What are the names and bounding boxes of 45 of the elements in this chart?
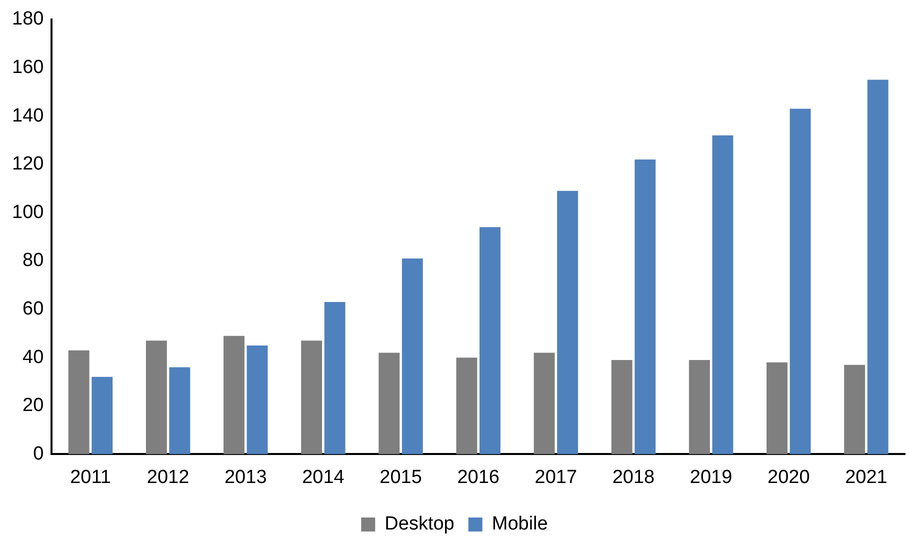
bar bbox=[169, 367, 190, 454]
bar bbox=[68, 350, 90, 454]
x-tick-label: 2011 bbox=[70, 466, 111, 488]
bar bbox=[534, 352, 555, 454]
y-tick-label: 100 bbox=[12, 202, 44, 223]
x-tick-label: 2021 bbox=[845, 466, 888, 488]
bar bbox=[378, 352, 400, 454]
bar bbox=[456, 358, 478, 454]
y-tick-label: 180 bbox=[12, 8, 44, 30]
x-tick-label: 2012 bbox=[146, 466, 190, 488]
y-tick-label: 120 bbox=[12, 154, 44, 175]
y-tick-label: 140 bbox=[12, 105, 44, 126]
bar bbox=[246, 346, 268, 454]
bar bbox=[611, 360, 632, 454]
bar bbox=[634, 160, 656, 454]
bar bbox=[480, 227, 500, 454]
x-tick-label: 2016 bbox=[457, 466, 500, 488]
bar bbox=[146, 340, 167, 454]
y-tick-label: 160 bbox=[12, 56, 44, 78]
x-tick-label: 2020 bbox=[768, 466, 810, 488]
x-tick-label: 2013 bbox=[224, 466, 267, 488]
bar bbox=[790, 108, 811, 454]
y-tick-label: 20 bbox=[22, 395, 44, 416]
x-tick-label: 2017 bbox=[534, 466, 578, 488]
y-tick-label: 40 bbox=[22, 346, 44, 368]
legend-label: Mobile bbox=[492, 514, 548, 535]
bar bbox=[688, 360, 710, 454]
bar bbox=[224, 336, 244, 454]
x-tick-label: 2014 bbox=[302, 466, 345, 488]
bar bbox=[324, 302, 346, 454]
y-tick-label: 0 bbox=[33, 443, 44, 464]
bar bbox=[766, 362, 788, 454]
y-tick-label: 60 bbox=[22, 298, 44, 320]
bar bbox=[712, 135, 734, 454]
bar bbox=[92, 376, 113, 454]
x-tick-label: 2018 bbox=[612, 466, 655, 488]
bar bbox=[402, 258, 423, 454]
x-tick-label: 2015 bbox=[380, 466, 422, 488]
bar bbox=[301, 340, 322, 454]
x-tick-label: 2019 bbox=[690, 466, 732, 488]
bar bbox=[867, 80, 888, 454]
bar bbox=[557, 190, 578, 454]
y-tick-label: 80 bbox=[22, 250, 44, 272]
legend-label: Desktop bbox=[384, 514, 454, 535]
bar bbox=[844, 364, 866, 454]
